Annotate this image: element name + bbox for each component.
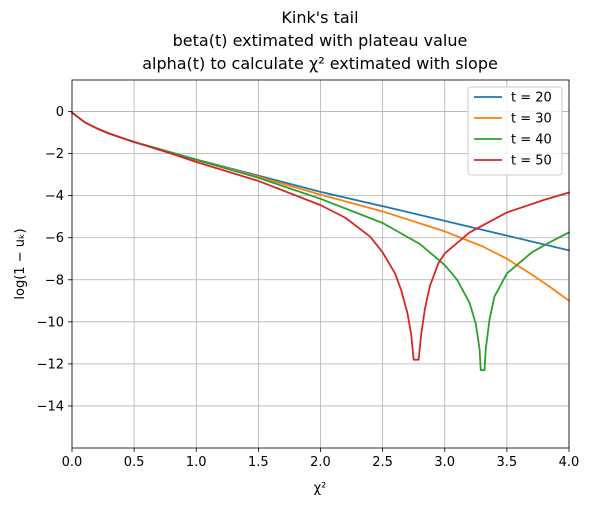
series-lines (71, 111, 570, 372)
title-line-2: beta(t) extimated with plateau value (173, 31, 468, 50)
x-tick-label: 2.5 (372, 455, 393, 470)
title-line-3: alpha(t) to calculate χ² extimated with … (142, 54, 498, 73)
x-axis-ticks: 0.0 0.5 1.0 1.5 2.0 2.5 3.0 3.5 4.0 (62, 448, 580, 470)
y-axis-label: log(1 − uₖ) (13, 228, 28, 299)
y-tick-label: −4 (45, 189, 64, 204)
y-tick-label: −14 (37, 399, 64, 414)
x-axis-label: χ² (314, 481, 327, 496)
y-tick-label: 0 (56, 105, 64, 120)
chart-title: Kink's tail beta(t) extimated with plate… (142, 8, 498, 73)
legend-box (467, 86, 563, 176)
y-axis-ticks: 0 −2 −4 −6 −8 −10 −12 −14 (37, 105, 72, 414)
title-line-1: Kink's tail (281, 8, 358, 27)
legend-entries: t = 20 t = 30 t = 40 t = 50 (474, 91, 552, 169)
x-tick-label: 3.5 (497, 455, 518, 470)
y-tick-label: −6 (45, 231, 64, 246)
legend-label-4: t = 50 (511, 154, 552, 169)
legend-label-2: t = 30 (511, 112, 552, 127)
x-tick-label: 0.5 (124, 455, 145, 470)
x-tick-label: 1.5 (248, 455, 269, 470)
x-tick-label: 4.0 (559, 455, 580, 470)
y-tick-label: −12 (37, 357, 64, 372)
x-tick-label: 3.0 (434, 455, 455, 470)
legend-label-3: t = 40 (511, 133, 552, 148)
x-tick-label: 1.0 (186, 455, 207, 470)
y-tick-label: −2 (45, 147, 64, 162)
legend-label-1: t = 20 (511, 91, 552, 106)
x-tick-label: 2.0 (310, 455, 331, 470)
x-tick-label: 0.0 (62, 455, 83, 470)
y-tick-label: −10 (37, 315, 64, 330)
legend: t = 20 t = 30 t = 40 t = 50 (467, 86, 563, 176)
series-line-4 (71, 111, 570, 361)
y-tick-label: −8 (45, 273, 64, 288)
